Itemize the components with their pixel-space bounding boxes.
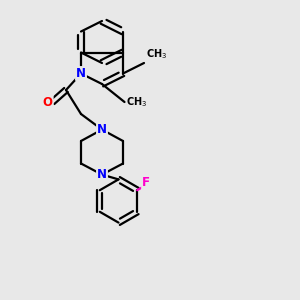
Text: N: N — [76, 67, 86, 80]
Text: N: N — [97, 168, 107, 181]
Text: F: F — [142, 176, 150, 190]
Text: CH$_3$: CH$_3$ — [126, 95, 147, 109]
Text: O: O — [43, 95, 53, 109]
Text: CH$_3$: CH$_3$ — [146, 48, 167, 62]
Text: N: N — [97, 123, 107, 136]
